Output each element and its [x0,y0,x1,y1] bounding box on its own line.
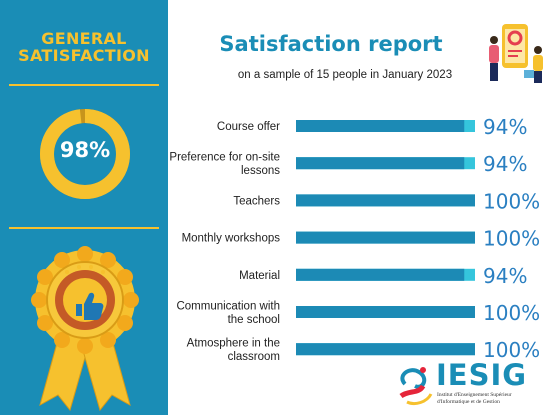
category-label: Preference for on-site lessons [170,151,280,177]
value-label: 100% [483,338,540,362]
satisfaction-donut [40,109,130,199]
bar [296,194,475,207]
title-line-1: GENERAL [41,29,127,48]
donut-arc [40,109,130,199]
bar-row: Teachers 100% [233,189,540,213]
bar [296,306,475,318]
bar [296,231,475,244]
report-subtitle: on a sample of 15 people in January 2023 [237,69,453,81]
bar [296,120,465,132]
value-label: 94% [483,152,527,176]
category-label: Teachers [233,195,280,207]
satisfaction-bar-chart: Course offer 94%Preference for on-site les… [170,115,541,363]
category-label: Communication with the school [176,300,280,326]
report-title: Satisfaction report [219,32,443,56]
logo-subtitle-line-2: d'Informatique et de Gestion [437,398,500,405]
bar-row: Preference for on-site lessons 94% [170,151,527,177]
value-label: 100% [483,227,540,251]
bar [296,343,475,356]
category-label: Monthly workshops [182,233,281,245]
category-label: Course offer [217,121,280,133]
title-line-2: SATISFACTION [18,46,150,65]
logo-subtitle-line-1: Institut d'Enseignement Supérieur [437,392,512,398]
bar-row: Material 94% [239,264,527,288]
value-label: 100% [483,301,540,325]
bar-row: Atmosphere in the classroom 100% [187,337,541,363]
overall-satisfaction-value: 98% [59,138,111,162]
logo-name: IESIG [436,358,528,392]
bar [296,268,465,281]
category-label: Material [239,270,280,282]
iesig-logo [399,367,433,406]
value-label: 94% [483,264,527,288]
general-satisfaction-panel: GENERAL SATISFACTION 98% [0,0,168,415]
value-label: 94% [483,115,527,139]
value-label: 100% [483,189,540,213]
medal-ribbon-icon [31,246,139,412]
bar [296,157,465,170]
people-with-chart-icon [489,24,543,83]
bar-row: Course offer 94% [217,115,528,139]
category-label: Atmosphere in the classroom [187,337,280,363]
bar-row: Communication with the school 100% [176,300,540,326]
divider-top [9,84,159,86]
general-satisfaction-title: GENERAL SATISFACTION [0,30,168,64]
divider-bottom [9,227,159,229]
bar-row: Monthly workshops 100% [182,227,541,251]
logo-subtitle: Institut d'Enseignement Supérieur d'Info… [437,392,557,405]
